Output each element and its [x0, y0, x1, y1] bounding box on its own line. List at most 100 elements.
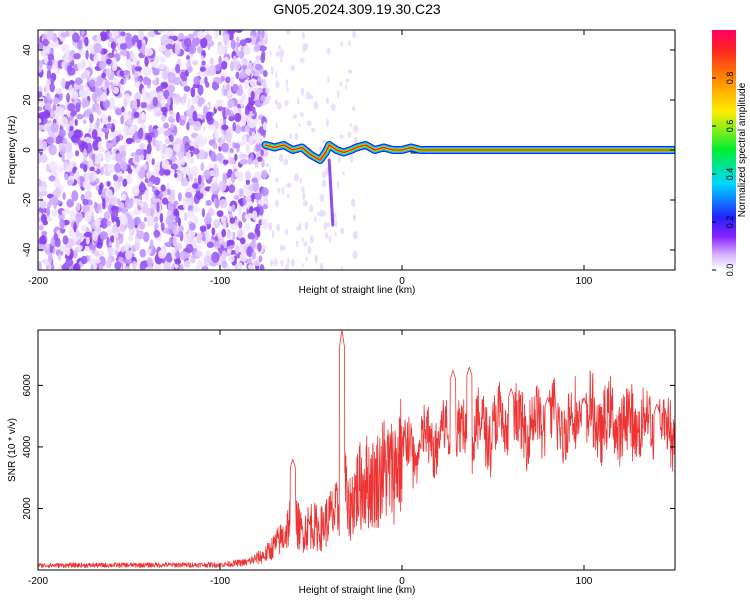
- noise-speckle: [98, 60, 107, 70]
- noise-speckle: [244, 124, 251, 133]
- noise-speckle: [227, 88, 232, 97]
- noise-speckle: [175, 63, 181, 74]
- noise-speckle: [200, 37, 208, 49]
- noise-speckle: [46, 163, 50, 173]
- noise-speckle: [140, 112, 146, 121]
- noise-speckle: [299, 58, 305, 63]
- snr-frame: [37, 329, 676, 571]
- noise-speckle: [68, 228, 74, 237]
- noise-speckle: [58, 129, 67, 138]
- noise-speckle: [340, 40, 344, 48]
- noise-speckle: [114, 181, 119, 193]
- noise-speckle: [147, 248, 152, 255]
- noise-speckle: [61, 153, 65, 163]
- noise-speckle: [46, 201, 52, 209]
- noise-speckle: [264, 199, 269, 205]
- noise-speckle: [93, 54, 99, 64]
- noise-speckle: [62, 138, 68, 145]
- noise-speckle: [149, 131, 155, 138]
- noise-speckle: [62, 192, 66, 200]
- noise-speckle: [199, 225, 207, 232]
- noise-speckle: [38, 152, 41, 164]
- noise-speckle: [152, 192, 156, 204]
- noise-speckle: [132, 260, 137, 270]
- noise-speckle: [294, 174, 297, 182]
- noise-speckle: [251, 251, 257, 260]
- noise-speckle: [123, 98, 128, 108]
- noise-speckle: [243, 45, 251, 56]
- noise-speckle: [40, 213, 47, 224]
- noise-speckle: [74, 119, 78, 126]
- noise-speckle: [232, 59, 241, 71]
- noise-speckle: [99, 31, 108, 42]
- noise-speckle: [139, 221, 146, 230]
- noise-speckle: [201, 60, 206, 66]
- noise-speckle: [129, 198, 134, 204]
- noise-speckle: [198, 149, 206, 160]
- noise-speckle: [193, 215, 199, 225]
- noise-speckle: [109, 37, 114, 43]
- x-tick-label: 0: [399, 576, 405, 587]
- noise-speckle: [96, 107, 102, 116]
- noise-speckle: [255, 55, 261, 61]
- noise-speckle: [139, 181, 145, 192]
- noise-speckle: [155, 111, 162, 117]
- noise-speckle: [83, 148, 87, 158]
- noise-speckle: [238, 50, 244, 60]
- noise-speckle: [92, 171, 98, 181]
- noise-speckle: [287, 257, 290, 267]
- noise-speckle: [203, 169, 211, 180]
- noise-speckle: [172, 76, 181, 86]
- noise-speckle: [122, 125, 130, 137]
- noise-speckle: [121, 193, 127, 201]
- noise-speckle: [192, 205, 200, 213]
- noise-speckle: [321, 210, 326, 217]
- noise-speckle: [165, 215, 174, 225]
- noise-speckle: [134, 66, 143, 72]
- noise-speckle: [180, 143, 185, 153]
- noise-speckle: [127, 110, 132, 116]
- noise-speckle: [274, 99, 278, 105]
- noise-speckle: [216, 210, 224, 218]
- noise-speckle: [275, 51, 281, 57]
- noise-speckle: [67, 67, 76, 76]
- noise-speckle: [143, 217, 148, 222]
- noise-speckle: [68, 55, 72, 63]
- noise-speckle: [190, 87, 196, 98]
- noise-speckle: [161, 197, 169, 205]
- noise-speckle: [204, 76, 208, 85]
- noise-speckle: [44, 102, 52, 111]
- noise-speckle: [228, 254, 235, 263]
- noise-speckle: [167, 96, 171, 106]
- noise-speckle: [339, 134, 344, 139]
- noise-speckle: [110, 41, 116, 50]
- noise-speckle: [244, 170, 251, 181]
- noise-speckle: [301, 186, 305, 193]
- noise-speckle: [234, 153, 238, 161]
- noise-speckle: [116, 218, 121, 228]
- noise-speckle: [247, 264, 255, 270]
- noise-speckle: [106, 181, 111, 187]
- noise-speckle: [163, 169, 171, 176]
- noise-speckle: [99, 231, 108, 240]
- noise-speckle: [84, 36, 89, 47]
- noise-speckle: [211, 251, 220, 263]
- noise-speckle: [169, 86, 173, 98]
- noise-speckle: [205, 231, 210, 240]
- noise-speckle: [107, 247, 116, 256]
- noise-speckle: [48, 43, 56, 49]
- noise-speckle: [46, 216, 53, 222]
- noise-speckle: [102, 198, 106, 210]
- noise-speckle: [146, 143, 152, 155]
- noise-speckle: [258, 199, 265, 205]
- noise-speckle: [314, 216, 317, 223]
- snr-y-axis-label: SNR (10 * v/v): [7, 418, 18, 482]
- noise-speckle: [101, 127, 108, 133]
- noise-speckle: [111, 155, 116, 161]
- noise-speckle: [251, 239, 256, 250]
- noise-speckle: [226, 108, 230, 116]
- noise-speckle: [168, 110, 174, 116]
- noise-speckle: [166, 210, 172, 216]
- noise-speckle: [276, 102, 282, 110]
- noise-speckle: [116, 198, 121, 206]
